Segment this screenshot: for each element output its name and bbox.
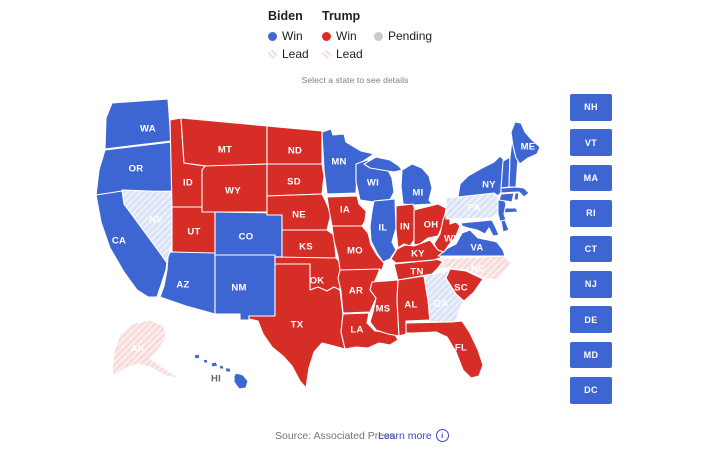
state-fl[interactable]: [405, 320, 484, 379]
state-mn[interactable]: [321, 128, 375, 195]
biden-win-label: Win: [282, 29, 303, 43]
state-in[interactable]: [395, 203, 416, 249]
state-me[interactable]: [510, 121, 541, 165]
trump-legend-header: Trump: [322, 9, 361, 23]
trump-win-dot-icon: [322, 31, 331, 41]
learn-more-link[interactable]: Learn more i: [378, 429, 449, 442]
small-state-ri-label: RI: [586, 208, 596, 219]
small-state-de-label: DE: [584, 314, 598, 325]
state-ks[interactable]: [281, 229, 337, 259]
small-state-nh[interactable]: NH: [570, 94, 612, 121]
state-la[interactable]: [340, 312, 399, 350]
trump-win-legend-item: Win: [322, 29, 357, 43]
biden-win-legend-item: Win: [268, 29, 303, 43]
select-state-hint: Select a state to see details: [301, 75, 409, 85]
pending-dot-icon: [374, 31, 383, 41]
state-va[interactable]: [437, 229, 506, 257]
state-de[interactable]: [500, 219, 510, 233]
info-icon: i: [435, 429, 449, 442]
state-nm[interactable]: [214, 254, 276, 321]
small-state-nj[interactable]: NJ: [570, 271, 612, 298]
state-nc[interactable]: [435, 255, 512, 281]
small-state-ma[interactable]: MA: [570, 164, 612, 192]
state-ak[interactable]: [111, 319, 181, 379]
source-attribution: Source: Associated Press: [275, 430, 395, 442]
state-ct[interactable]: [498, 192, 515, 203]
trump-win-label: Win: [336, 29, 357, 43]
small-state-dc[interactable]: DC: [570, 377, 612, 404]
small-state-md[interactable]: MD: [570, 341, 612, 369]
small-state-dc-label: DC: [584, 385, 598, 396]
biden-legend-header: Biden: [268, 9, 303, 23]
state-hi[interactable]: [193, 353, 249, 390]
state-mi[interactable]: [363, 156, 433, 206]
state-ma[interactable]: [500, 186, 530, 198]
state-or[interactable]: [95, 141, 176, 196]
small-state-ct-label: CT: [584, 243, 598, 254]
state-pa[interactable]: [445, 192, 501, 220]
state-ri[interactable]: [513, 192, 520, 201]
state-mt[interactable]: [180, 117, 268, 168]
state-wa[interactable]: [104, 98, 172, 150]
learn-more-label: Learn more: [378, 429, 432, 442]
small-state-ma-label: MA: [583, 173, 599, 184]
state-nd[interactable]: [266, 125, 323, 165]
trump-lead-legend-item: Lead: [322, 47, 363, 61]
small-state-nj-label: NJ: [584, 279, 598, 290]
biden-lead-legend-item: Lead: [268, 47, 309, 61]
state-wv[interactable]: [433, 211, 461, 253]
state-ut[interactable]: [171, 206, 216, 256]
pending-legend-item: Pending: [374, 29, 433, 43]
state-sd[interactable]: [266, 163, 325, 197]
small-state-ri[interactable]: RI: [570, 200, 612, 227]
state-ms[interactable]: [369, 279, 400, 337]
states-layer: [95, 98, 541, 390]
pending-label: Pending: [388, 29, 433, 43]
biden-lead-dot-icon: [268, 49, 277, 59]
small-state-nh-label: NH: [584, 102, 598, 113]
small-state-vt[interactable]: VT: [570, 129, 612, 156]
state-mo[interactable]: [331, 225, 385, 271]
state-az[interactable]: [159, 251, 216, 315]
small-state-de[interactable]: DE: [570, 306, 612, 333]
state-wy[interactable]: [201, 163, 268, 213]
state-tx[interactable]: [248, 263, 346, 389]
trump-lead-label: Lead: [336, 47, 363, 61]
biden-win-dot-icon: [268, 31, 277, 41]
state-md[interactable]: [460, 219, 500, 237]
small-state-ct[interactable]: CT: [570, 235, 612, 263]
state-ia[interactable]: [326, 195, 367, 227]
state-sc[interactable]: [445, 268, 484, 302]
small-state-vt-label: VT: [584, 137, 598, 148]
state-ar[interactable]: [337, 268, 381, 314]
trump-lead-dot-icon: [322, 49, 331, 59]
state-co[interactable]: [214, 211, 283, 258]
state-hi-label: HI: [211, 373, 221, 384]
biden-lead-label: Lead: [282, 47, 309, 61]
small-state-md-label: MD: [583, 350, 599, 361]
